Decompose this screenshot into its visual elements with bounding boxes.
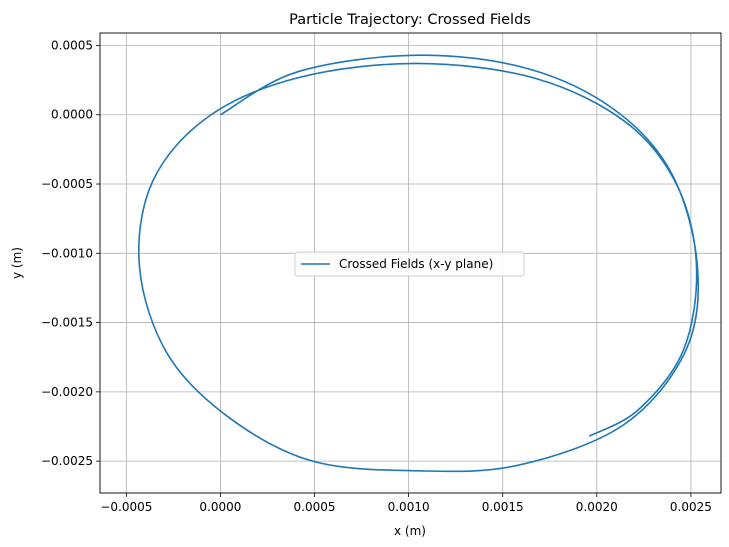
y-tick-label: −0.0010 bbox=[41, 246, 93, 260]
y-tick-label: −0.0020 bbox=[41, 385, 93, 399]
x-tick-label: −0.0005 bbox=[100, 500, 152, 514]
x-tick-label: 0.0005 bbox=[294, 500, 336, 514]
y-tick-label: −0.0015 bbox=[41, 316, 93, 330]
y-tick-label: 0.0000 bbox=[51, 108, 93, 122]
legend-box bbox=[294, 251, 525, 277]
legend-label: Crossed Fields (x-y plane) bbox=[339, 257, 493, 271]
x-tick-label: 0.0020 bbox=[576, 500, 618, 514]
legend: Crossed Fields (x-y plane) bbox=[294, 251, 525, 277]
y-tick-label: −0.0005 bbox=[41, 177, 93, 191]
x-tick-label: 0.0015 bbox=[482, 500, 524, 514]
plot-area bbox=[138, 54, 700, 473]
x-tick-label: 0.0010 bbox=[388, 500, 430, 514]
y-tick-label: 0.0005 bbox=[51, 38, 93, 52]
x-tick-label: 0.0025 bbox=[670, 500, 712, 514]
y-axis-label: y (m) bbox=[10, 247, 24, 279]
plot-frame bbox=[99, 32, 722, 494]
x-axis-label: x (m) bbox=[394, 524, 426, 538]
chart-title: Particle Trajectory: Crossed Fields bbox=[289, 12, 531, 28]
y-tick-label: −0.0025 bbox=[41, 454, 93, 468]
series-line bbox=[138, 54, 700, 473]
x-tick-label: 0.0000 bbox=[199, 500, 241, 514]
ticks: −0.0005 0.0000 0.0005 0.0010 0.0015 0.0020 0.0… bbox=[41, 38, 712, 514]
